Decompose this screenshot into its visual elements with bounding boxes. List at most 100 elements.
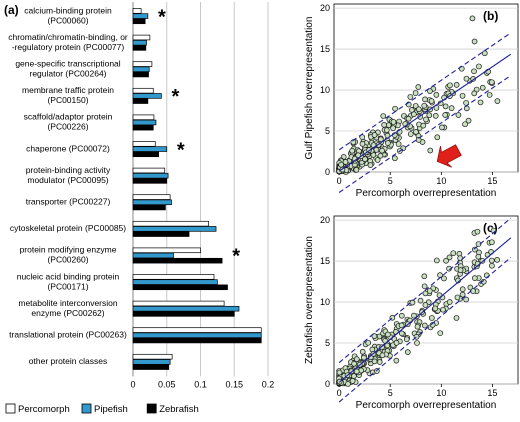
data-point bbox=[434, 134, 441, 141]
data-point bbox=[494, 257, 500, 263]
y-tick-label: 15 bbox=[320, 256, 330, 266]
bar bbox=[132, 124, 154, 131]
data-point bbox=[376, 359, 383, 365]
bar bbox=[132, 98, 149, 104]
data-point bbox=[374, 157, 381, 163]
data-point bbox=[392, 155, 398, 162]
category-label: -regulatory protein (PC00077) bbox=[12, 42, 125, 52]
bar bbox=[132, 311, 235, 317]
y-tick-label: 0 bbox=[325, 167, 330, 177]
bar bbox=[132, 300, 225, 307]
bar bbox=[132, 305, 240, 312]
data-point bbox=[433, 257, 440, 264]
data-point bbox=[403, 336, 410, 343]
bar bbox=[132, 114, 155, 121]
data-point bbox=[471, 90, 478, 97]
data-point bbox=[442, 112, 449, 118]
data-point bbox=[395, 141, 402, 147]
data-point bbox=[414, 323, 421, 330]
category-label: protein modifying enzyme bbox=[20, 245, 117, 255]
data-point bbox=[481, 50, 488, 57]
x-tick-label: 0 bbox=[337, 176, 342, 186]
data-point bbox=[371, 333, 378, 339]
data-point bbox=[371, 132, 378, 138]
bar bbox=[132, 364, 170, 370]
bar bbox=[132, 34, 151, 41]
data-point bbox=[432, 305, 439, 312]
bar bbox=[132, 194, 171, 200]
data-point bbox=[448, 105, 455, 111]
bar bbox=[132, 231, 190, 237]
bar bbox=[132, 66, 150, 73]
bar bbox=[132, 359, 171, 365]
data-point bbox=[471, 275, 478, 281]
data-point bbox=[384, 342, 391, 349]
data-point bbox=[415, 106, 422, 113]
data-point bbox=[345, 381, 351, 387]
bar bbox=[132, 257, 223, 264]
data-point bbox=[453, 315, 460, 321]
category-label: protein-binding activity bbox=[26, 165, 111, 175]
data-point bbox=[362, 156, 368, 163]
scatter-panel-c: 0 5 10 15 20 0 5 10 15 Percomorph overrepresentat… bbox=[304, 215, 519, 411]
x-tick-label: 5 bbox=[388, 176, 393, 186]
data-point bbox=[351, 360, 357, 367]
data-point bbox=[421, 283, 428, 290]
y-tick-label: 5 bbox=[325, 126, 330, 136]
panel-label: (b) bbox=[483, 9, 498, 23]
data-point bbox=[385, 331, 391, 338]
legend: Percomorph Pipefish Zebrafish bbox=[5, 403, 199, 415]
regression-line bbox=[338, 53, 512, 172]
data-point bbox=[479, 84, 486, 91]
data-point bbox=[413, 129, 419, 135]
legend-swatch bbox=[81, 403, 92, 414]
bar bbox=[132, 146, 168, 152]
bar bbox=[132, 13, 149, 19]
category-label: other protein classes bbox=[29, 356, 107, 366]
asterisk: * bbox=[171, 86, 179, 108]
data-point bbox=[415, 84, 422, 90]
category-label: (PC00060) bbox=[47, 15, 88, 25]
y-tick-label: 5 bbox=[325, 338, 330, 348]
data-point bbox=[398, 312, 405, 319]
category-label: translational protein (PC00263) bbox=[9, 330, 127, 340]
data-point bbox=[420, 122, 427, 129]
data-point bbox=[422, 290, 429, 297]
data-point bbox=[422, 302, 429, 308]
data-point bbox=[477, 99, 484, 106]
data-point bbox=[421, 273, 428, 280]
bar bbox=[132, 199, 172, 206]
bar bbox=[132, 141, 156, 147]
bar bbox=[132, 172, 169, 179]
data-point bbox=[474, 228, 481, 235]
category-label: modulator (PC00095) bbox=[27, 175, 108, 185]
bar bbox=[132, 178, 168, 184]
category-label: gene-specific transcriptional bbox=[15, 59, 120, 69]
x-tick-label: 15 bbox=[487, 388, 497, 398]
data-point bbox=[465, 117, 472, 124]
bar bbox=[132, 87, 154, 94]
data-point bbox=[446, 254, 453, 261]
lower-interval-line bbox=[338, 257, 512, 403]
y-tick-label: 10 bbox=[320, 297, 330, 307]
data-point bbox=[398, 322, 405, 329]
data-point bbox=[469, 15, 476, 22]
plot-frame bbox=[333, 3, 519, 173]
data-point bbox=[427, 147, 434, 154]
data-point bbox=[393, 340, 400, 346]
bar bbox=[132, 71, 149, 78]
bar bbox=[132, 204, 166, 211]
data-point bbox=[447, 82, 453, 89]
data-point bbox=[390, 125, 396, 132]
category-label: calcium-binding protein bbox=[24, 5, 112, 15]
y-tick-label: 15 bbox=[320, 44, 330, 54]
category-label: regulator (PC00264) bbox=[29, 69, 106, 79]
data-point bbox=[440, 306, 446, 313]
data-point bbox=[488, 257, 495, 264]
significance-asterisks: * * * * bbox=[158, 6, 240, 267]
category-label: chromatin/chromatin-binding, or bbox=[8, 32, 128, 42]
data-point bbox=[390, 119, 397, 125]
data-point bbox=[428, 98, 435, 104]
data-point bbox=[463, 296, 469, 303]
data-point bbox=[426, 288, 433, 294]
